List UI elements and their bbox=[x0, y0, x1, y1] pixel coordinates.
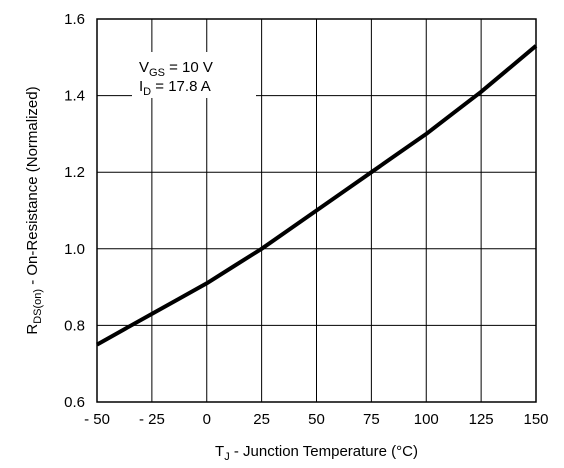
x-axis-label: TJ - Junction Temperature (°C) bbox=[215, 443, 418, 463]
x-tick-label: - 50 bbox=[84, 411, 110, 428]
y-axis-label-sub: DS(on) bbox=[32, 289, 44, 324]
y-axis-label-rest: - On-Resistance (Normalized) bbox=[24, 86, 41, 289]
x-tick-label: 150 bbox=[523, 411, 548, 428]
x-axis-label-main: T bbox=[215, 443, 224, 460]
annotations: VGS = 10 VID = 17.8 A bbox=[132, 52, 256, 98]
x-tick-label: 50 bbox=[308, 411, 325, 428]
y-axis-label: RDS(on) - On-Resistance (Normalized) bbox=[24, 86, 44, 334]
y-tick-label: 0.6 bbox=[64, 394, 85, 411]
x-tick-label: - 25 bbox=[139, 411, 165, 428]
x-tick-label: 25 bbox=[253, 411, 270, 428]
x-tick-label: 0 bbox=[203, 411, 211, 428]
y-tick-label: 1.6 bbox=[64, 11, 85, 28]
x-tick-label: 100 bbox=[414, 411, 439, 428]
y-axis-ticks: 0.6 0.8 1.0 1.2 1.4 1.6 bbox=[64, 11, 85, 411]
y-tick-label: 1.0 bbox=[64, 241, 85, 258]
y-tick-label: 1.4 bbox=[64, 88, 85, 105]
x-axis-label-rest: - Junction Temperature (°C) bbox=[230, 443, 418, 460]
x-axis-ticks: - 50 - 25 0 25 50 75 100 125 150 bbox=[84, 411, 548, 428]
y-tick-label: 1.2 bbox=[64, 164, 85, 181]
y-tick-label: 0.8 bbox=[64, 317, 85, 334]
x-tick-label: 75 bbox=[363, 411, 380, 428]
x-tick-label: 125 bbox=[469, 411, 494, 428]
y-axis-label-main: R bbox=[24, 324, 41, 335]
